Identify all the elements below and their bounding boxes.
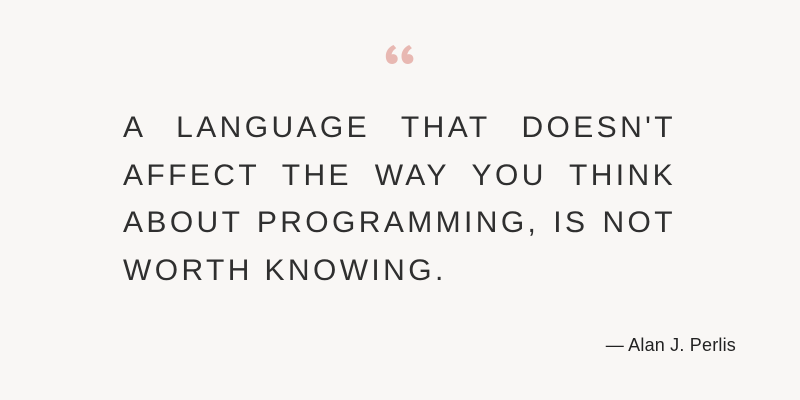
quote-mark-icon <box>380 34 420 74</box>
quote-text: A LANGUAGE THAT DOESN'T AFFECT THE WAY Y… <box>123 111 676 287</box>
quote-author: — Alan J. Perlis <box>605 335 736 355</box>
